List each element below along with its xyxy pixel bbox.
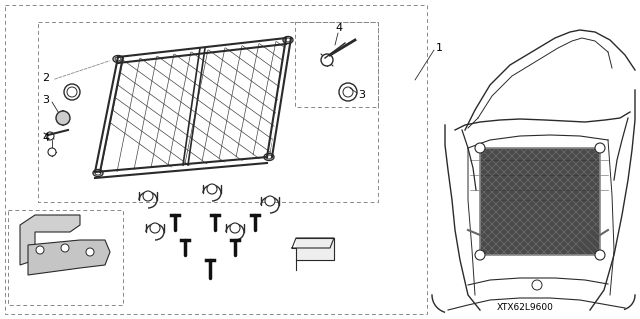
- Circle shape: [595, 143, 605, 153]
- Bar: [38, 22, 378, 202]
- Circle shape: [143, 191, 153, 201]
- Circle shape: [61, 244, 69, 252]
- Circle shape: [46, 132, 54, 140]
- Circle shape: [48, 148, 56, 156]
- Circle shape: [56, 111, 70, 125]
- Text: 4: 4: [42, 133, 49, 143]
- Text: 1: 1: [436, 43, 443, 53]
- Polygon shape: [20, 215, 80, 265]
- Text: XTX62L9600: XTX62L9600: [497, 303, 554, 313]
- Circle shape: [475, 250, 485, 260]
- Polygon shape: [28, 240, 110, 275]
- Bar: [8, 210, 123, 305]
- Circle shape: [265, 196, 275, 206]
- Circle shape: [86, 248, 94, 256]
- Circle shape: [207, 184, 217, 194]
- Text: 4: 4: [335, 23, 342, 33]
- Circle shape: [595, 250, 605, 260]
- Bar: [295, 22, 378, 107]
- Text: 2: 2: [42, 73, 49, 83]
- Polygon shape: [480, 148, 600, 255]
- Circle shape: [475, 143, 485, 153]
- Circle shape: [150, 223, 160, 233]
- Bar: [480, 148, 600, 255]
- Circle shape: [532, 280, 542, 290]
- Circle shape: [36, 246, 44, 254]
- Text: 3: 3: [358, 90, 365, 100]
- Circle shape: [321, 54, 333, 66]
- Text: 3: 3: [42, 95, 49, 105]
- Bar: [5, 5, 427, 314]
- Circle shape: [230, 223, 240, 233]
